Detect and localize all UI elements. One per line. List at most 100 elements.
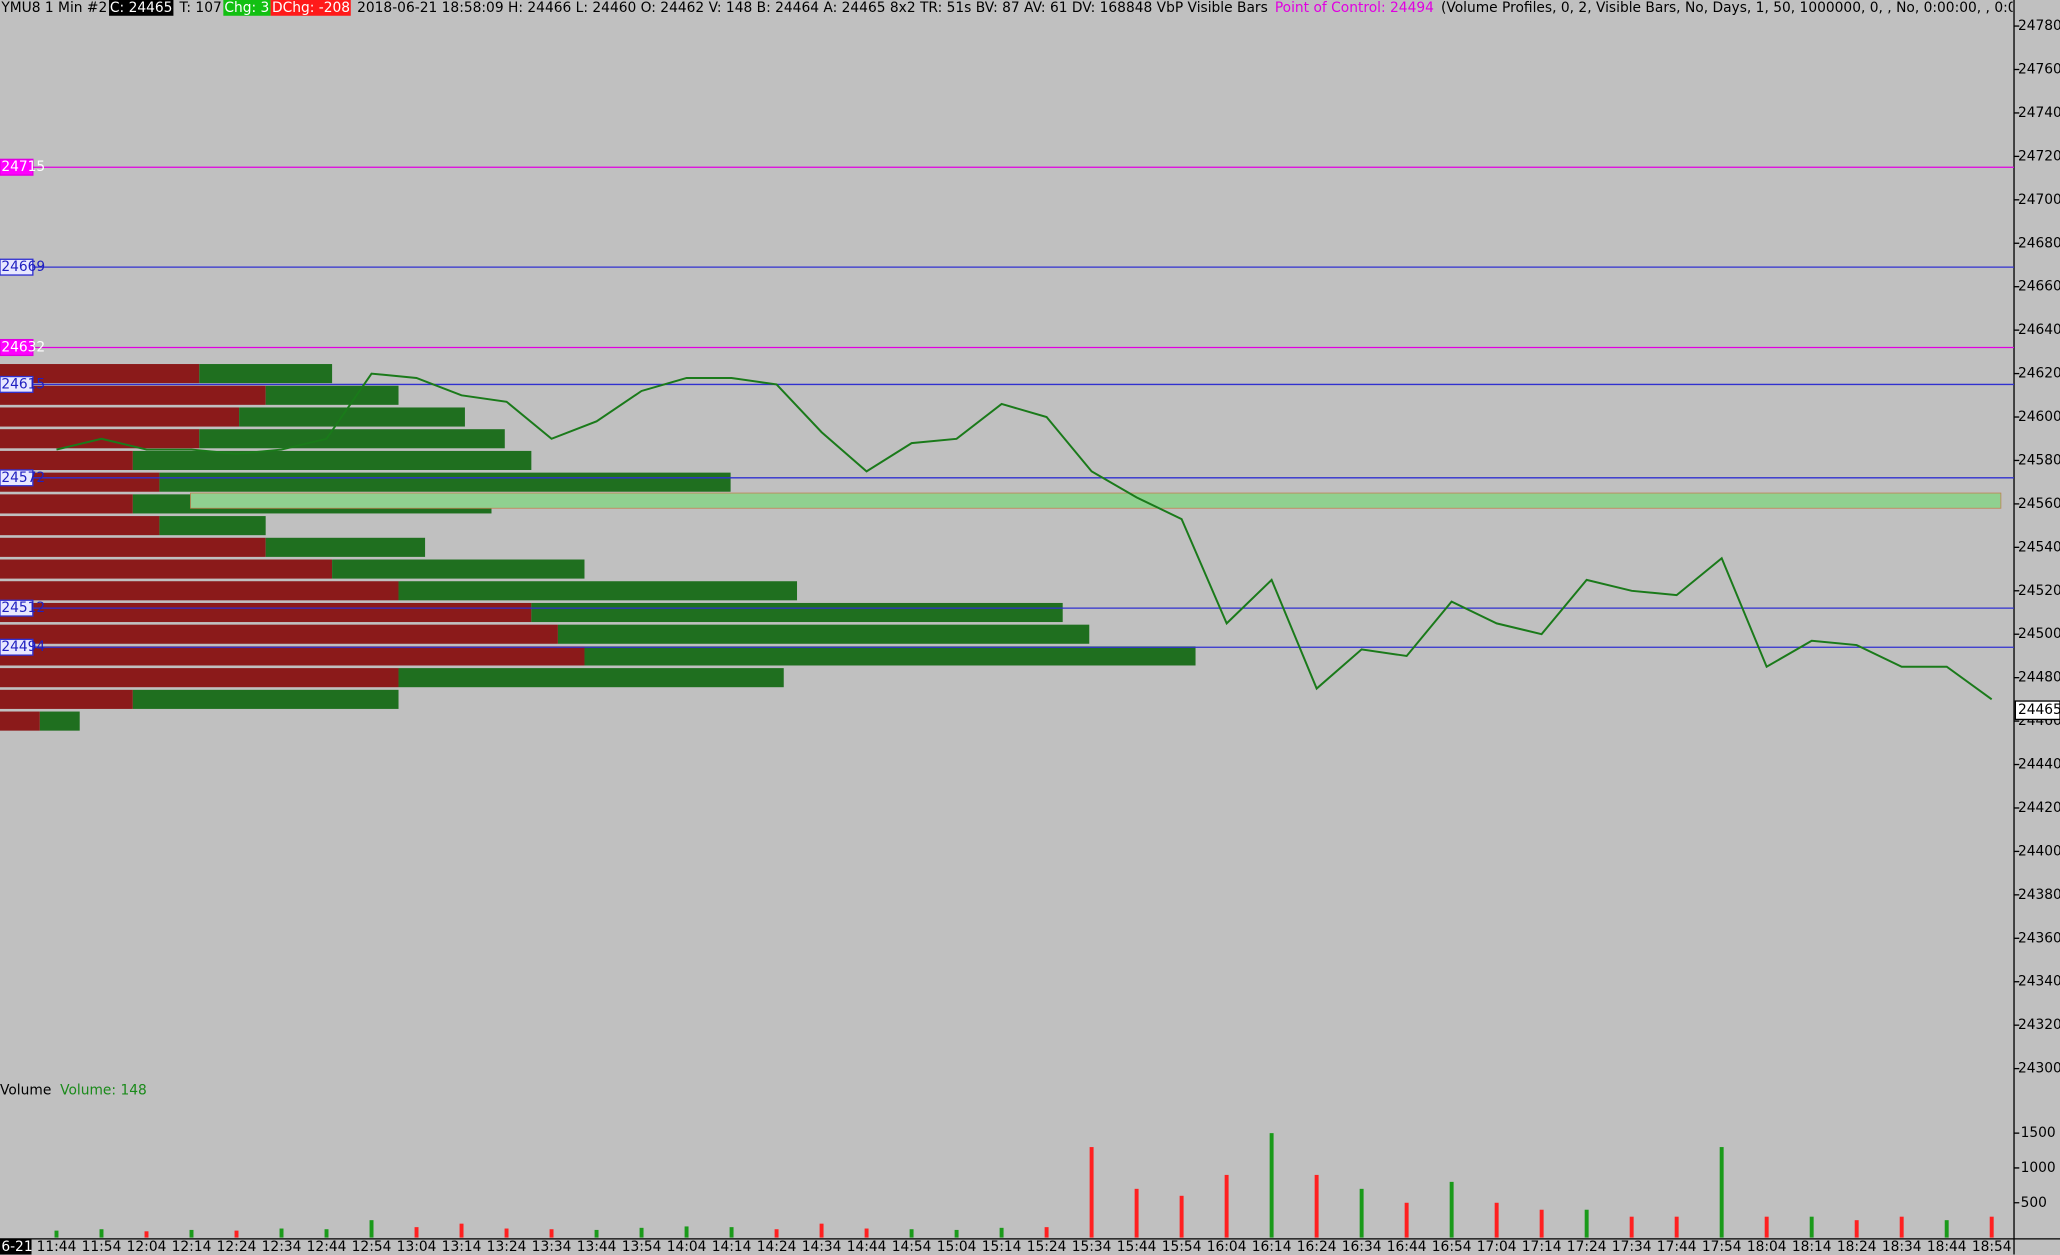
level-tag bbox=[0, 375, 34, 393]
volume-bar bbox=[639, 1227, 644, 1238]
x-tick-label: 14:14 bbox=[712, 1239, 752, 1255]
x-tick-label: 11:44 bbox=[37, 1239, 77, 1255]
x-tick-label: 17:44 bbox=[1657, 1239, 1697, 1255]
profile-sell bbox=[0, 407, 240, 427]
volume-bar bbox=[1944, 1220, 1949, 1238]
volume-bar bbox=[1314, 1174, 1319, 1238]
y-tick-label: 1500 bbox=[2021, 1125, 2056, 1141]
y-tick-label: 24520 bbox=[2018, 583, 2060, 599]
x-tick-label: 16:04 bbox=[1207, 1239, 1247, 1255]
volume-bar bbox=[864, 1228, 869, 1238]
x-tick-label: 13:34 bbox=[532, 1239, 572, 1255]
level-label: 24494 bbox=[1, 639, 45, 655]
last-price: 24465 bbox=[2018, 702, 2060, 718]
x-tick-label: 16:14 bbox=[1252, 1239, 1292, 1255]
volume-bar bbox=[1629, 1216, 1634, 1238]
y-tick-label: 24500 bbox=[2018, 626, 2060, 642]
volume-bar bbox=[1539, 1209, 1544, 1238]
x-tick-label: 17:14 bbox=[1522, 1239, 1562, 1255]
y-tick-label: 24540 bbox=[2018, 539, 2060, 555]
volume-bar bbox=[1899, 1216, 1904, 1238]
y-tick-label: 24780 bbox=[2018, 18, 2060, 34]
volume-bar bbox=[1359, 1188, 1364, 1238]
profile-buy bbox=[584, 646, 1196, 666]
profile-buy bbox=[398, 581, 798, 601]
profile-sell bbox=[0, 450, 133, 471]
volume-bar bbox=[234, 1230, 239, 1238]
volume-bar bbox=[1089, 1147, 1094, 1238]
volume-bar bbox=[1044, 1227, 1049, 1238]
profile-sell bbox=[0, 537, 266, 557]
volume-bar bbox=[684, 1226, 689, 1238]
x-tick-label: 15:44 bbox=[1117, 1239, 1157, 1255]
profile-buy bbox=[132, 689, 399, 709]
level-tag bbox=[0, 158, 34, 176]
volume-bar bbox=[369, 1220, 374, 1238]
x-tick-label: 14:24 bbox=[757, 1239, 797, 1255]
info: 2018-06-21 18:58:09 H: 24466 L: 24460 O:… bbox=[357, 0, 1268, 16]
x-tick-label: 12:14 bbox=[172, 1239, 212, 1255]
x-tick-label: 16:24 bbox=[1297, 1239, 1337, 1255]
volume-bar bbox=[1404, 1202, 1409, 1238]
profile-buy bbox=[239, 407, 465, 427]
level-tag bbox=[0, 469, 34, 487]
x-tick-label: 13:24 bbox=[487, 1239, 527, 1255]
x-tick-label: 18:34 bbox=[1882, 1239, 1922, 1255]
x-tick-label: 15:04 bbox=[937, 1239, 977, 1255]
x-tick-label: 17:24 bbox=[1567, 1239, 1607, 1255]
x-tick-label: 12:34 bbox=[262, 1239, 302, 1255]
price-line bbox=[56, 372, 1993, 701]
y-tick-label: 24480 bbox=[2018, 670, 2060, 686]
volume-header: Volume Volume: 148 bbox=[0, 1083, 147, 1099]
profile-buy bbox=[557, 624, 1090, 644]
volume-bar bbox=[909, 1229, 914, 1238]
level-label: 24669 bbox=[1, 259, 45, 275]
close: C: 24465 bbox=[108, 0, 174, 16]
volume-bar bbox=[99, 1229, 104, 1238]
profile-sell bbox=[0, 711, 40, 731]
volume-bar bbox=[504, 1228, 509, 1238]
x-tick-label: 16:34 bbox=[1342, 1239, 1382, 1255]
y-tick-label: 24700 bbox=[2018, 192, 2060, 208]
y-tick-label: 24400 bbox=[2018, 843, 2060, 859]
x-tick-label: 18:44 bbox=[1927, 1239, 1967, 1255]
volume-value: Volume: 148 bbox=[60, 1082, 147, 1099]
volume-title: Volume bbox=[0, 1082, 52, 1099]
y-tick-label: 24320 bbox=[2018, 1017, 2060, 1033]
x-tick-label: 16:54 bbox=[1432, 1239, 1472, 1255]
ticks: T: 107 bbox=[179, 0, 222, 16]
profile-buy bbox=[199, 429, 505, 449]
volume-bar bbox=[1764, 1216, 1769, 1238]
volume-bar bbox=[729, 1227, 734, 1238]
x-tick-label: 11:54 bbox=[82, 1239, 122, 1255]
volume-bar bbox=[459, 1223, 464, 1238]
date-tag bbox=[0, 1238, 32, 1255]
x-tick-label: 18:54 bbox=[1972, 1239, 2012, 1255]
x-tick-label: 15:34 bbox=[1072, 1239, 1112, 1255]
x-tick-label: 13:14 bbox=[442, 1239, 482, 1255]
y-tick-label: 24340 bbox=[2018, 974, 2060, 990]
profile-sell bbox=[0, 559, 333, 579]
x-tick-label: 13:54 bbox=[622, 1239, 662, 1255]
zone bbox=[190, 492, 2002, 509]
x-tick-label: 13:44 bbox=[577, 1239, 617, 1255]
profile-sell bbox=[0, 624, 558, 644]
volume-bar bbox=[774, 1229, 779, 1238]
x-tick-label: 12:54 bbox=[352, 1239, 392, 1255]
x-tick-label: 17:04 bbox=[1477, 1239, 1517, 1255]
profile-sell bbox=[0, 581, 399, 601]
y-tick-label: 500 bbox=[2021, 1195, 2047, 1211]
level-tag bbox=[0, 599, 34, 617]
x-tick-label: 14:54 bbox=[892, 1239, 932, 1255]
x-tick-label: 15:54 bbox=[1162, 1239, 1202, 1255]
profile-sell bbox=[0, 516, 160, 536]
volume-bar bbox=[189, 1229, 194, 1238]
x-tick-label: 17:54 bbox=[1702, 1239, 1742, 1255]
y-tick-label: 24560 bbox=[2018, 496, 2060, 512]
profile-buy bbox=[332, 559, 585, 579]
x-tick-label: 17:34 bbox=[1612, 1239, 1652, 1255]
profile-sell bbox=[0, 668, 399, 688]
